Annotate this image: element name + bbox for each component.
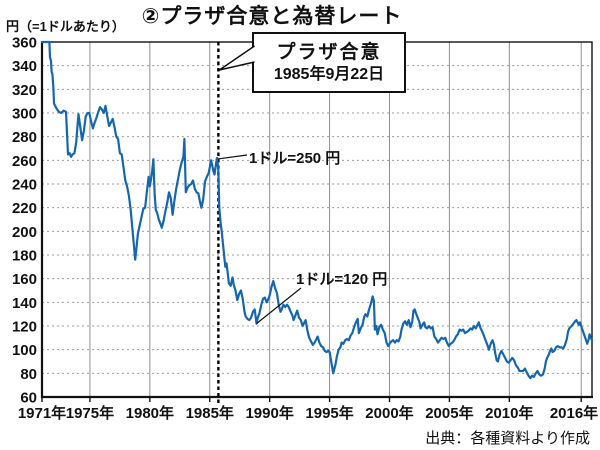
plaza-accord-callout-box: [252, 32, 406, 93]
y-tick-label: 200: [12, 224, 37, 241]
x-tick-label: 1985年: [186, 404, 234, 422]
y-tick-label: 360: [12, 35, 37, 52]
x-tick-label: 2000年: [365, 404, 413, 422]
x-tick-label: 1980年: [126, 404, 174, 422]
y-tick-label: 280: [12, 129, 37, 146]
y-tick-label: 140: [12, 295, 37, 312]
annotation-250-yen: 1ドル=250 円: [249, 150, 341, 167]
y-tick-label: 80: [20, 366, 37, 383]
x-tick-label: 1995年: [305, 404, 353, 422]
y-tick-label: 160: [12, 271, 37, 288]
callout-pointer: [218, 45, 255, 71]
y-tick-label: 220: [12, 200, 37, 217]
leader-line-250-yen: [217, 154, 248, 160]
y-tick-label: 260: [12, 153, 37, 170]
y-tick-label: 60: [20, 390, 37, 407]
x-tick-label: 1990年: [245, 404, 293, 422]
y-tick-label: 340: [12, 58, 37, 75]
y-tick-label: 100: [12, 342, 37, 359]
y-axis-unit-label: 円（=1ドルあたり）: [6, 19, 125, 34]
x-tick-label: 1975年: [66, 404, 114, 422]
y-tick-label: 320: [12, 82, 37, 99]
source-credit: 出典：各種資料より作成: [425, 431, 590, 447]
x-tick-label: 2010年: [485, 404, 533, 422]
x-tick-label: 2016年: [550, 404, 598, 422]
annotation-120-yen: 1ドル=120 円: [296, 271, 388, 288]
x-tick-label: 2005年: [425, 404, 473, 422]
y-tick-label: 180: [12, 248, 37, 265]
page-title: ②プラザ合意と為替レート: [141, 5, 403, 28]
y-tick-label: 240: [12, 177, 37, 194]
x-tick-label: 1971年: [18, 404, 66, 422]
y-tick-label: 120: [12, 319, 37, 336]
y-tick-label: 300: [12, 106, 37, 123]
leader-line-120-yen: [256, 287, 302, 325]
exchange-rate-series-line: [40, 40, 594, 380]
